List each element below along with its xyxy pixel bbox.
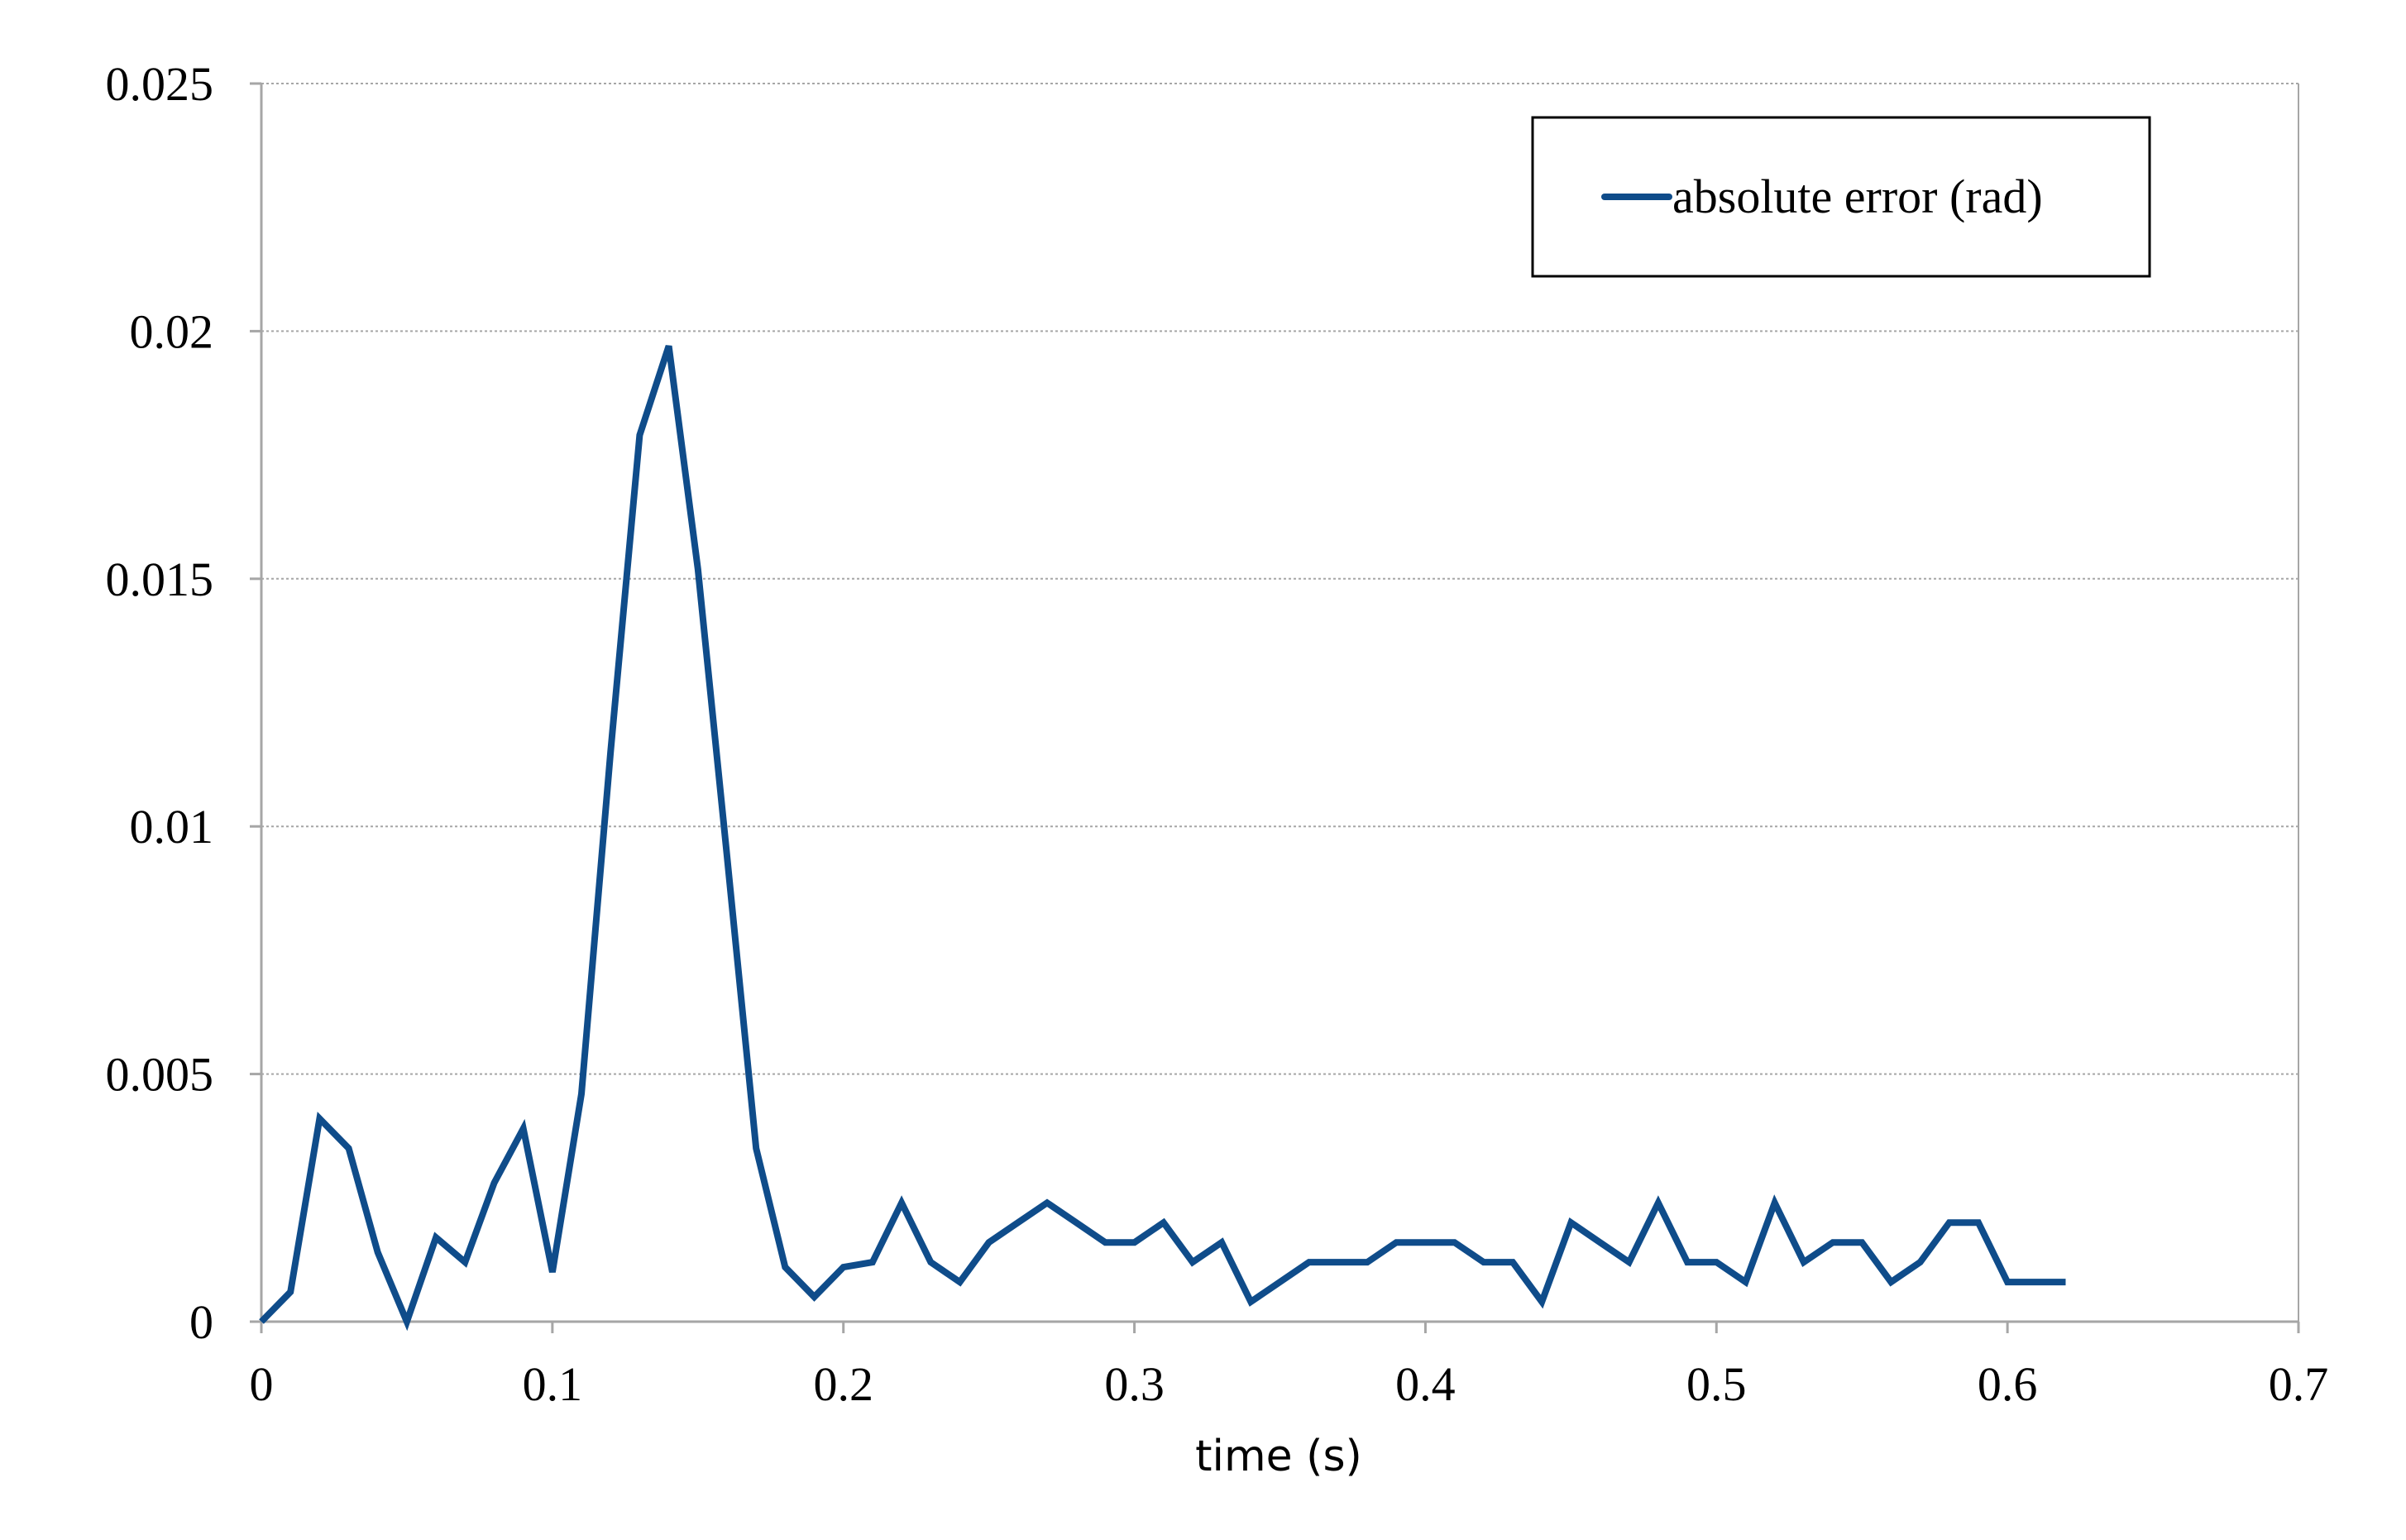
x-tick-label: 0.1 — [523, 1357, 583, 1411]
gridlines — [261, 83, 2298, 1075]
legend-label: absolute error (rad) — [1672, 170, 2043, 223]
y-tick-label: 0.01 — [130, 800, 214, 854]
y-tick-label: 0.02 — [130, 304, 214, 358]
y-tick-label: 0 — [189, 1295, 213, 1349]
x-tick-label: 0.4 — [1395, 1357, 1456, 1411]
axes — [250, 82, 2300, 1333]
x-tick-label: 0.2 — [813, 1357, 873, 1411]
series-layer — [259, 345, 2066, 1332]
x-tick-label: 0.5 — [1686, 1357, 1747, 1411]
x-tick-label: 0.7 — [2269, 1357, 2329, 1411]
y-tick-label: 0.025 — [106, 57, 214, 111]
y-tick-label: 0.015 — [106, 552, 214, 606]
legend: absolute error (rad) — [1531, 116, 2151, 278]
series-line-absolute-error — [259, 345, 2066, 1332]
x-tick-label: 0.6 — [1978, 1357, 2038, 1411]
x-tick-label: 0 — [250, 1357, 274, 1411]
tick-labels: 0 0.005 0.01 0.015 0.02 0.025 0 0.1 0.2 0.3 0.4 0.5… — [106, 57, 2329, 1411]
y-tick-label: 0.005 — [106, 1048, 214, 1102]
x-axis-title: time (s) — [1195, 1432, 1362, 1481]
x-tick-label: 0.3 — [1104, 1357, 1165, 1411]
